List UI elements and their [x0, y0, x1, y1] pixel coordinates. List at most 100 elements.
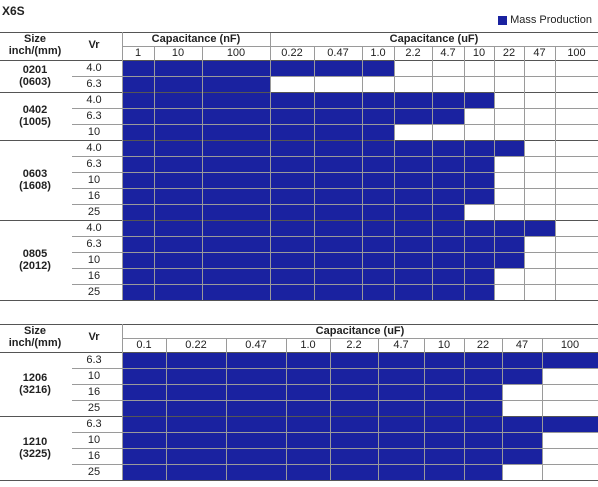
mass-production-cell: [155, 237, 202, 252]
mass-production-cell: [363, 109, 394, 124]
grid-vertical-line: [555, 46, 556, 300]
mass-production-cell: [395, 285, 432, 300]
mass-production-cell: [433, 109, 464, 124]
mass-production-cell: [167, 401, 226, 416]
row-rule: [72, 156, 598, 157]
mass-production-cell: [271, 285, 314, 300]
capacitance-column-header: 22: [476, 339, 490, 351]
mass-production-cell: [465, 269, 494, 284]
vr-value: 6.3: [86, 78, 102, 90]
mass-production-cell: [155, 221, 202, 236]
mass-production-cell: [495, 141, 524, 156]
mass-production-cell: [123, 93, 154, 108]
mass-production-cell: [315, 221, 362, 236]
mass-production-cell: [271, 253, 314, 268]
mass-production-cell: [123, 237, 154, 252]
mass-production-cell: [331, 417, 378, 432]
row-rule: [72, 268, 598, 269]
mass-production-cell: [227, 401, 286, 416]
vr-header: Vr: [88, 39, 100, 51]
mass-production-cell: [495, 221, 524, 236]
size-group-rule: [0, 220, 598, 221]
vr-value: 10: [87, 370, 101, 382]
size-label: 1206: [22, 372, 48, 384]
vr-value: 10: [87, 434, 101, 446]
mass-production-cell: [155, 109, 202, 124]
capacitance-column-header: 10: [437, 339, 451, 351]
mass-production-cell: [123, 269, 154, 284]
capacitance-column-header: 0.22: [281, 47, 303, 59]
mass-production-cell: [503, 417, 542, 432]
mass-production-cell: [433, 205, 464, 220]
mass-production-cell: [433, 285, 464, 300]
vr-value: 25: [87, 402, 101, 414]
grid-vertical-line: [122, 32, 123, 300]
mass-production-cell: [315, 189, 362, 204]
capacitance-column-header: 0.1: [136, 339, 152, 351]
grid-vertical-line: [122, 324, 123, 480]
header-top-rule: [0, 324, 598, 325]
mass-production-cell: [123, 433, 166, 448]
mass-production-cell: [315, 157, 362, 172]
capacitance-column-header: 22: [502, 47, 516, 59]
grid-vertical-line: [202, 46, 203, 300]
vr-value: 25: [87, 206, 101, 218]
size-header-unit: inch/(mm): [8, 337, 62, 349]
grid-vertical-line: [378, 338, 379, 480]
mass-production-cell: [331, 449, 378, 464]
mass-production-cell: [167, 433, 226, 448]
row-rule: [72, 284, 598, 285]
size-label: 0603: [22, 168, 48, 180]
mass-production-cell: [379, 401, 424, 416]
mass-production-cell: [271, 189, 314, 204]
mass-production-cell: [155, 173, 202, 188]
mass-production-cell: [315, 237, 362, 252]
mass-production-cell: [271, 173, 314, 188]
mass-production-cell: [465, 93, 494, 108]
mass-production-cell: [123, 353, 166, 368]
grid-vertical-line: [270, 46, 271, 300]
mass-production-cell: [203, 253, 270, 268]
grid-vertical-line: [362, 46, 363, 300]
legend-swatch: [498, 15, 508, 25]
mass-production-cell: [433, 237, 464, 252]
mass-production-cell: [543, 417, 598, 432]
size-label-mm: (3216): [19, 384, 51, 396]
row-rule: [72, 464, 598, 465]
mass-production-cell: [465, 173, 494, 188]
mass-production-cell: [203, 157, 270, 172]
capacitance-column-header: 1.0: [300, 339, 316, 351]
size-label: 0201: [22, 64, 48, 76]
capacitance-column-header: 2.2: [405, 47, 421, 59]
mass-production-cell: [465, 401, 502, 416]
mass-production-cell: [123, 109, 154, 124]
mass-production-cell: [425, 465, 464, 480]
mass-production-cell: [363, 189, 394, 204]
mass-production-cell: [155, 77, 202, 92]
row-rule: [72, 384, 598, 385]
mass-production-cell: [433, 157, 464, 172]
mass-production-cell: [123, 369, 166, 384]
mass-production-cell: [123, 449, 166, 464]
legend-label: Mass Production: [510, 14, 592, 26]
size-label-mm: (1005): [19, 116, 51, 128]
size-label: 1210: [22, 436, 48, 448]
mass-production-cell: [395, 237, 432, 252]
mass-production-cell: [271, 157, 314, 172]
mass-production-cell: [465, 385, 502, 400]
capacitance-column-header: 4.7: [393, 339, 409, 351]
series-title: X6S: [2, 4, 25, 18]
mass-production-cell: [203, 189, 270, 204]
mass-production-cell: [155, 125, 202, 140]
mass-production-cell: [425, 385, 464, 400]
mass-production-cell: [465, 449, 502, 464]
grid-vertical-line: [432, 46, 433, 300]
mass-production-cell: [363, 253, 394, 268]
size-label: 0402: [22, 104, 48, 116]
mass-production-cell: [271, 125, 314, 140]
capacitance-column-header: 10: [171, 47, 185, 59]
mass-production-cell: [465, 417, 502, 432]
mass-production-cell: [465, 237, 494, 252]
capacitance-group-header: Capacitance (nF): [151, 33, 241, 45]
capacitance-column-header: 0.22: [185, 339, 207, 351]
